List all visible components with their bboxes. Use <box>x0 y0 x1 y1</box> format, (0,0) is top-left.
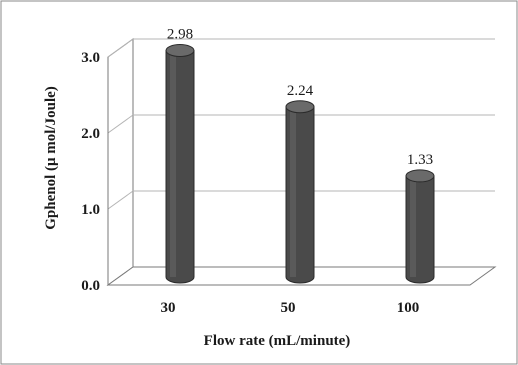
gridline-side <box>107 190 134 210</box>
y-tick-label: 3.0 <box>81 50 100 66</box>
bar-50 <box>285 100 315 284</box>
bar-top <box>405 169 435 183</box>
bar-top <box>285 100 315 114</box>
x-axis-title: Flow rate (mL/minute) <box>204 333 351 349</box>
y-axis-title: Gphenol (μ mol/Joule) <box>43 86 59 230</box>
y-tick-label: 1.0 <box>81 202 100 218</box>
y-tick-label: 0.0 <box>81 278 100 294</box>
x-tick-label: 100 <box>397 300 420 316</box>
y-tick-label: 2.0 <box>81 126 100 142</box>
gridline-side <box>107 114 134 134</box>
left-wall <box>107 38 134 286</box>
data-label: 1.33 <box>407 152 433 168</box>
bar-highlight <box>290 106 296 277</box>
grid-layer <box>106 38 497 286</box>
y-tick-labels: 0.0 1.0 2.0 3.0 <box>81 50 100 294</box>
bar-100 <box>405 169 435 284</box>
bar-30 <box>165 44 195 284</box>
x-tick-label: 50 <box>281 300 296 316</box>
data-label: 2.98 <box>167 27 193 43</box>
bar-top <box>165 44 195 58</box>
bar-highlight <box>410 175 416 277</box>
data-label: 2.24 <box>287 83 314 99</box>
x-tick-label: 30 <box>161 300 176 316</box>
data-labels: 2.98 2.24 1.33 <box>167 27 433 168</box>
bars <box>165 44 435 284</box>
bar-highlight <box>170 50 176 277</box>
x-tick-labels: 30 50 100 <box>161 300 420 316</box>
gridline-side <box>107 38 134 58</box>
